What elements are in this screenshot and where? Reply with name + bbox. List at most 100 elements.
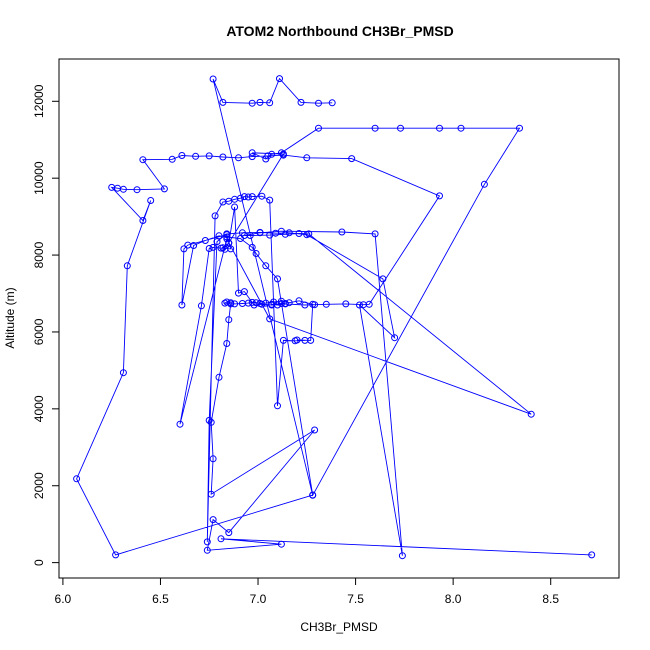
data-point [436,124,443,132]
y-tick-label: 12000 [32,84,46,118]
series-lines [76,77,592,556]
data-point [322,300,330,308]
data-point [248,149,256,157]
data-point [221,245,229,253]
data-point [248,193,256,201]
data-point [315,124,322,132]
data-point [231,203,239,211]
data-point [207,418,215,426]
data-point [279,336,287,344]
y-tick-label: 6000 [32,318,46,345]
data-point [217,535,225,543]
data-point [391,334,399,342]
data-point [123,262,131,270]
data-point [457,124,465,132]
data-point [211,212,219,220]
data-point [119,369,127,377]
x-axis-label: CH3Br_PMSD [300,620,378,634]
data-point [219,153,227,161]
data-point [297,98,305,106]
data-point [588,551,596,559]
data-point [480,180,488,188]
data-point [205,245,213,252]
data-point [277,540,285,548]
y-tick-label: 2000 [32,472,46,499]
data-point [266,99,274,107]
data-point [139,217,147,224]
data-point [223,298,231,306]
data-point [371,124,379,132]
chart-title: ATOM2 Northbound CH3Br_PMSD [226,23,453,39]
data-point [178,301,186,309]
y-axis: 0 2000 4000 6000 8000 10000 12000 [32,84,60,566]
series-points [73,75,596,560]
data-point [315,99,322,107]
data-point [219,98,227,106]
data-point [285,299,293,307]
data-point [223,235,231,243]
data-point [225,316,233,324]
data-point [203,538,211,546]
data-point [266,231,274,239]
data-point [209,455,217,463]
data-point [176,420,184,428]
data-point [168,155,176,163]
data-point [209,516,217,524]
data-point [139,156,147,164]
data-point [215,373,223,381]
data-point [285,229,293,237]
data-point [248,243,256,251]
data-point [246,232,254,239]
data-point [328,99,336,107]
data-point [258,300,266,308]
data-point [311,301,319,309]
data-point [277,149,285,157]
data-point [223,340,231,347]
data-point [235,154,242,162]
data-point [223,231,231,239]
data-point [301,301,309,309]
data-point [235,289,242,297]
data-point [207,490,215,498]
data-point [197,302,205,310]
data-point [248,153,256,161]
data-point [379,275,387,283]
x-tick-label: 7.0 [250,592,267,606]
data-point [244,193,252,201]
data-point [147,197,155,204]
y-axis-label: Altitude (m) [3,287,17,348]
data-point [268,301,276,309]
data-point [291,337,299,345]
data-point [227,299,235,307]
data-point [303,154,311,162]
data-point [178,152,186,159]
x-tick-label: 8.5 [542,592,559,606]
series-line [76,77,592,556]
data-point [266,196,274,204]
data-point [192,152,200,160]
y-tick-label: 10000 [32,161,46,195]
x-tick-label: 8.0 [445,592,462,606]
data-point [348,155,356,163]
data-point [256,229,264,237]
data-point [276,75,283,83]
data-point [237,235,244,242]
data-point [205,152,213,160]
data-point [203,546,211,554]
data-point [252,250,260,257]
data-point [274,402,281,410]
data-point [73,475,81,483]
data-point [281,230,289,238]
x-tick-label: 7.5 [347,592,364,606]
data-point [231,300,239,308]
data-point [250,301,258,309]
x-tick-label: 6.0 [55,592,72,606]
data-point [398,552,406,560]
data-point [240,193,248,201]
data-point [225,529,233,537]
data-point [219,198,227,206]
data-point [262,155,270,163]
data-point [219,244,227,252]
